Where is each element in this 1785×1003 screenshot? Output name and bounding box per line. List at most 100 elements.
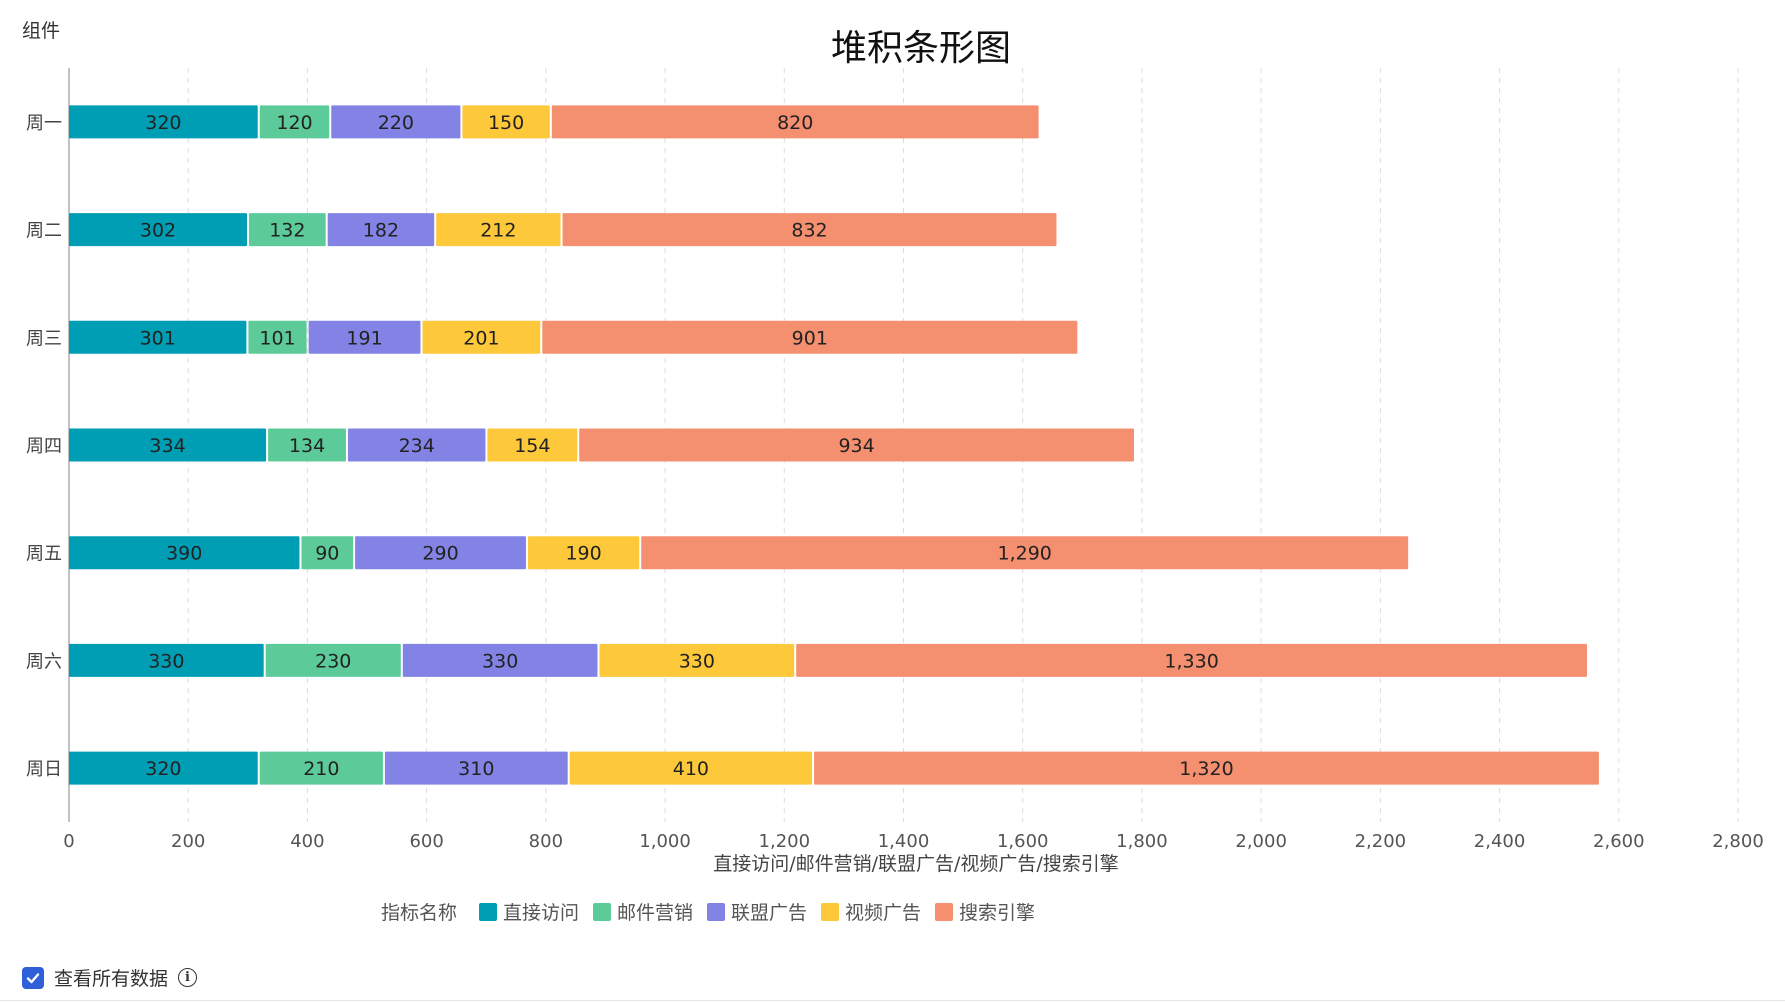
bar-value-label: 182 xyxy=(363,220,399,242)
y-tick-label: 周四 xyxy=(26,436,62,457)
bar-value-label: 410 xyxy=(673,758,709,780)
bar-segment xyxy=(347,428,486,462)
bar-segment xyxy=(259,751,383,785)
bar-value-label: 390 xyxy=(166,543,202,565)
x-tick-label: 2,600 xyxy=(1593,831,1645,852)
bar-value-label: 234 xyxy=(399,435,435,457)
y-tick-label: 周五 xyxy=(26,544,62,565)
bar-segment xyxy=(268,428,346,462)
bar-value-label: 310 xyxy=(458,758,494,780)
legend-label: 邮件营销 xyxy=(616,902,693,924)
bar-segment xyxy=(355,536,526,570)
legend-item-direct[interactable]: 直接访问 xyxy=(478,898,579,925)
bar-value-label: 302 xyxy=(140,220,176,242)
bar-segment xyxy=(569,751,813,785)
legend-item-video[interactable]: 视频广告 xyxy=(821,898,921,925)
legend-label: 直接访问 xyxy=(502,902,579,924)
bar-value-label: 1,320 xyxy=(1179,758,1233,780)
checkmark-icon xyxy=(26,972,40,983)
view-all-data-toggle[interactable]: 查看所有数据 i xyxy=(22,964,198,991)
bar-value-label: 154 xyxy=(514,435,550,457)
legend-title: 指标名称 xyxy=(380,902,457,924)
bar-segment xyxy=(69,320,247,354)
bar-segment xyxy=(384,751,568,785)
y-tick-label: 周二 xyxy=(26,221,62,242)
bar-value-label: 220 xyxy=(378,112,414,134)
bar-value-label: 334 xyxy=(149,435,185,457)
x-tick-label: 1,000 xyxy=(639,831,691,852)
bar-segment xyxy=(551,105,1039,139)
bar-segment xyxy=(402,643,598,677)
x-tick-label: 200 xyxy=(171,831,205,852)
x-tick-label: 2,200 xyxy=(1355,831,1407,852)
view-all-checkbox[interactable] xyxy=(22,966,44,989)
bar-segment xyxy=(796,643,1587,677)
bar-segment xyxy=(641,536,1409,570)
bar-segment xyxy=(69,643,264,677)
x-axis-label: 直接访问/邮件营销/联盟广告/视频广告/搜索引擎 xyxy=(713,853,1119,875)
bar-segment xyxy=(331,105,461,139)
y-tick-label: 周六 xyxy=(26,651,62,672)
bar-segment xyxy=(814,751,1599,785)
bar-value-label: 320 xyxy=(145,112,181,134)
legend-label: 联盟广告 xyxy=(731,902,808,924)
bar-value-label: 190 xyxy=(565,543,601,565)
bar-segment xyxy=(69,213,248,247)
bar-value-label: 832 xyxy=(791,220,827,242)
y-tick-label: 周三 xyxy=(26,328,62,349)
legend-item-email[interactable]: 邮件营销 xyxy=(592,898,693,925)
legend-label: 搜索引擎 xyxy=(959,902,1036,924)
legend-swatch xyxy=(707,902,725,921)
x-tick-label: 600 xyxy=(409,831,443,852)
bar-value-label: 934 xyxy=(838,435,874,457)
legend-swatch xyxy=(478,902,497,921)
bar-value-label: 210 xyxy=(303,758,339,780)
x-tick-label: 1,200 xyxy=(759,831,811,852)
bar-value-label: 212 xyxy=(480,220,516,242)
bar-value-label: 134 xyxy=(289,435,325,457)
x-tick-label: 1,800 xyxy=(1116,831,1168,852)
bar-value-label: 820 xyxy=(777,112,813,134)
bar-value-label: 901 xyxy=(792,327,828,349)
bar-segment xyxy=(248,320,307,354)
x-tick-label: 1,400 xyxy=(878,831,930,852)
bar-segment xyxy=(527,536,640,570)
x-tick-label: 1,600 xyxy=(997,831,1049,852)
bar-segment xyxy=(259,105,330,139)
bar-segment xyxy=(249,213,326,247)
bar-value-label: 1,290 xyxy=(997,543,1051,565)
bar-segment xyxy=(69,105,258,139)
legend-item-search[interactable]: 搜索引擎 xyxy=(935,898,1035,925)
x-tick-label: 2,400 xyxy=(1474,831,1526,852)
bar-segment xyxy=(301,536,354,570)
x-tick-label: 400 xyxy=(290,831,324,852)
bar-value-label: 101 xyxy=(259,327,295,349)
bar-segment xyxy=(599,643,795,677)
info-icon[interactable]: i xyxy=(178,968,198,987)
x-tick-label: 2,000 xyxy=(1235,831,1287,852)
y-tick-label: 周一 xyxy=(26,113,62,134)
bar-segment xyxy=(562,213,1057,247)
bottom-divider xyxy=(0,1000,1785,1001)
bar-segment xyxy=(327,213,435,247)
bar-segment xyxy=(579,428,1134,462)
bar-value-label: 230 xyxy=(315,650,351,672)
legend: 指标名称 直接访问 邮件营销 联盟广告 视频广告 搜索引擎 xyxy=(0,898,1430,925)
bar-value-label: 201 xyxy=(463,327,499,349)
bar-value-label: 330 xyxy=(482,650,518,672)
bar-segment xyxy=(542,320,1078,354)
chart-title: 堆积条形图 xyxy=(831,28,1011,69)
bar-value-label: 290 xyxy=(422,543,458,565)
bar-value-label: 320 xyxy=(145,758,181,780)
x-tick-label: 0 xyxy=(63,831,74,852)
bar-value-label: 330 xyxy=(148,650,184,672)
bar-value-label: 330 xyxy=(679,650,715,672)
legend-item-affiliate[interactable]: 联盟广告 xyxy=(707,898,807,925)
bar-segment xyxy=(69,428,267,462)
bar-value-label: 120 xyxy=(276,112,312,134)
bar-segment xyxy=(487,428,578,462)
bar-value-label: 150 xyxy=(488,112,524,134)
bar-value-label: 1,330 xyxy=(1164,650,1218,672)
x-tick-label: 800 xyxy=(529,831,563,852)
